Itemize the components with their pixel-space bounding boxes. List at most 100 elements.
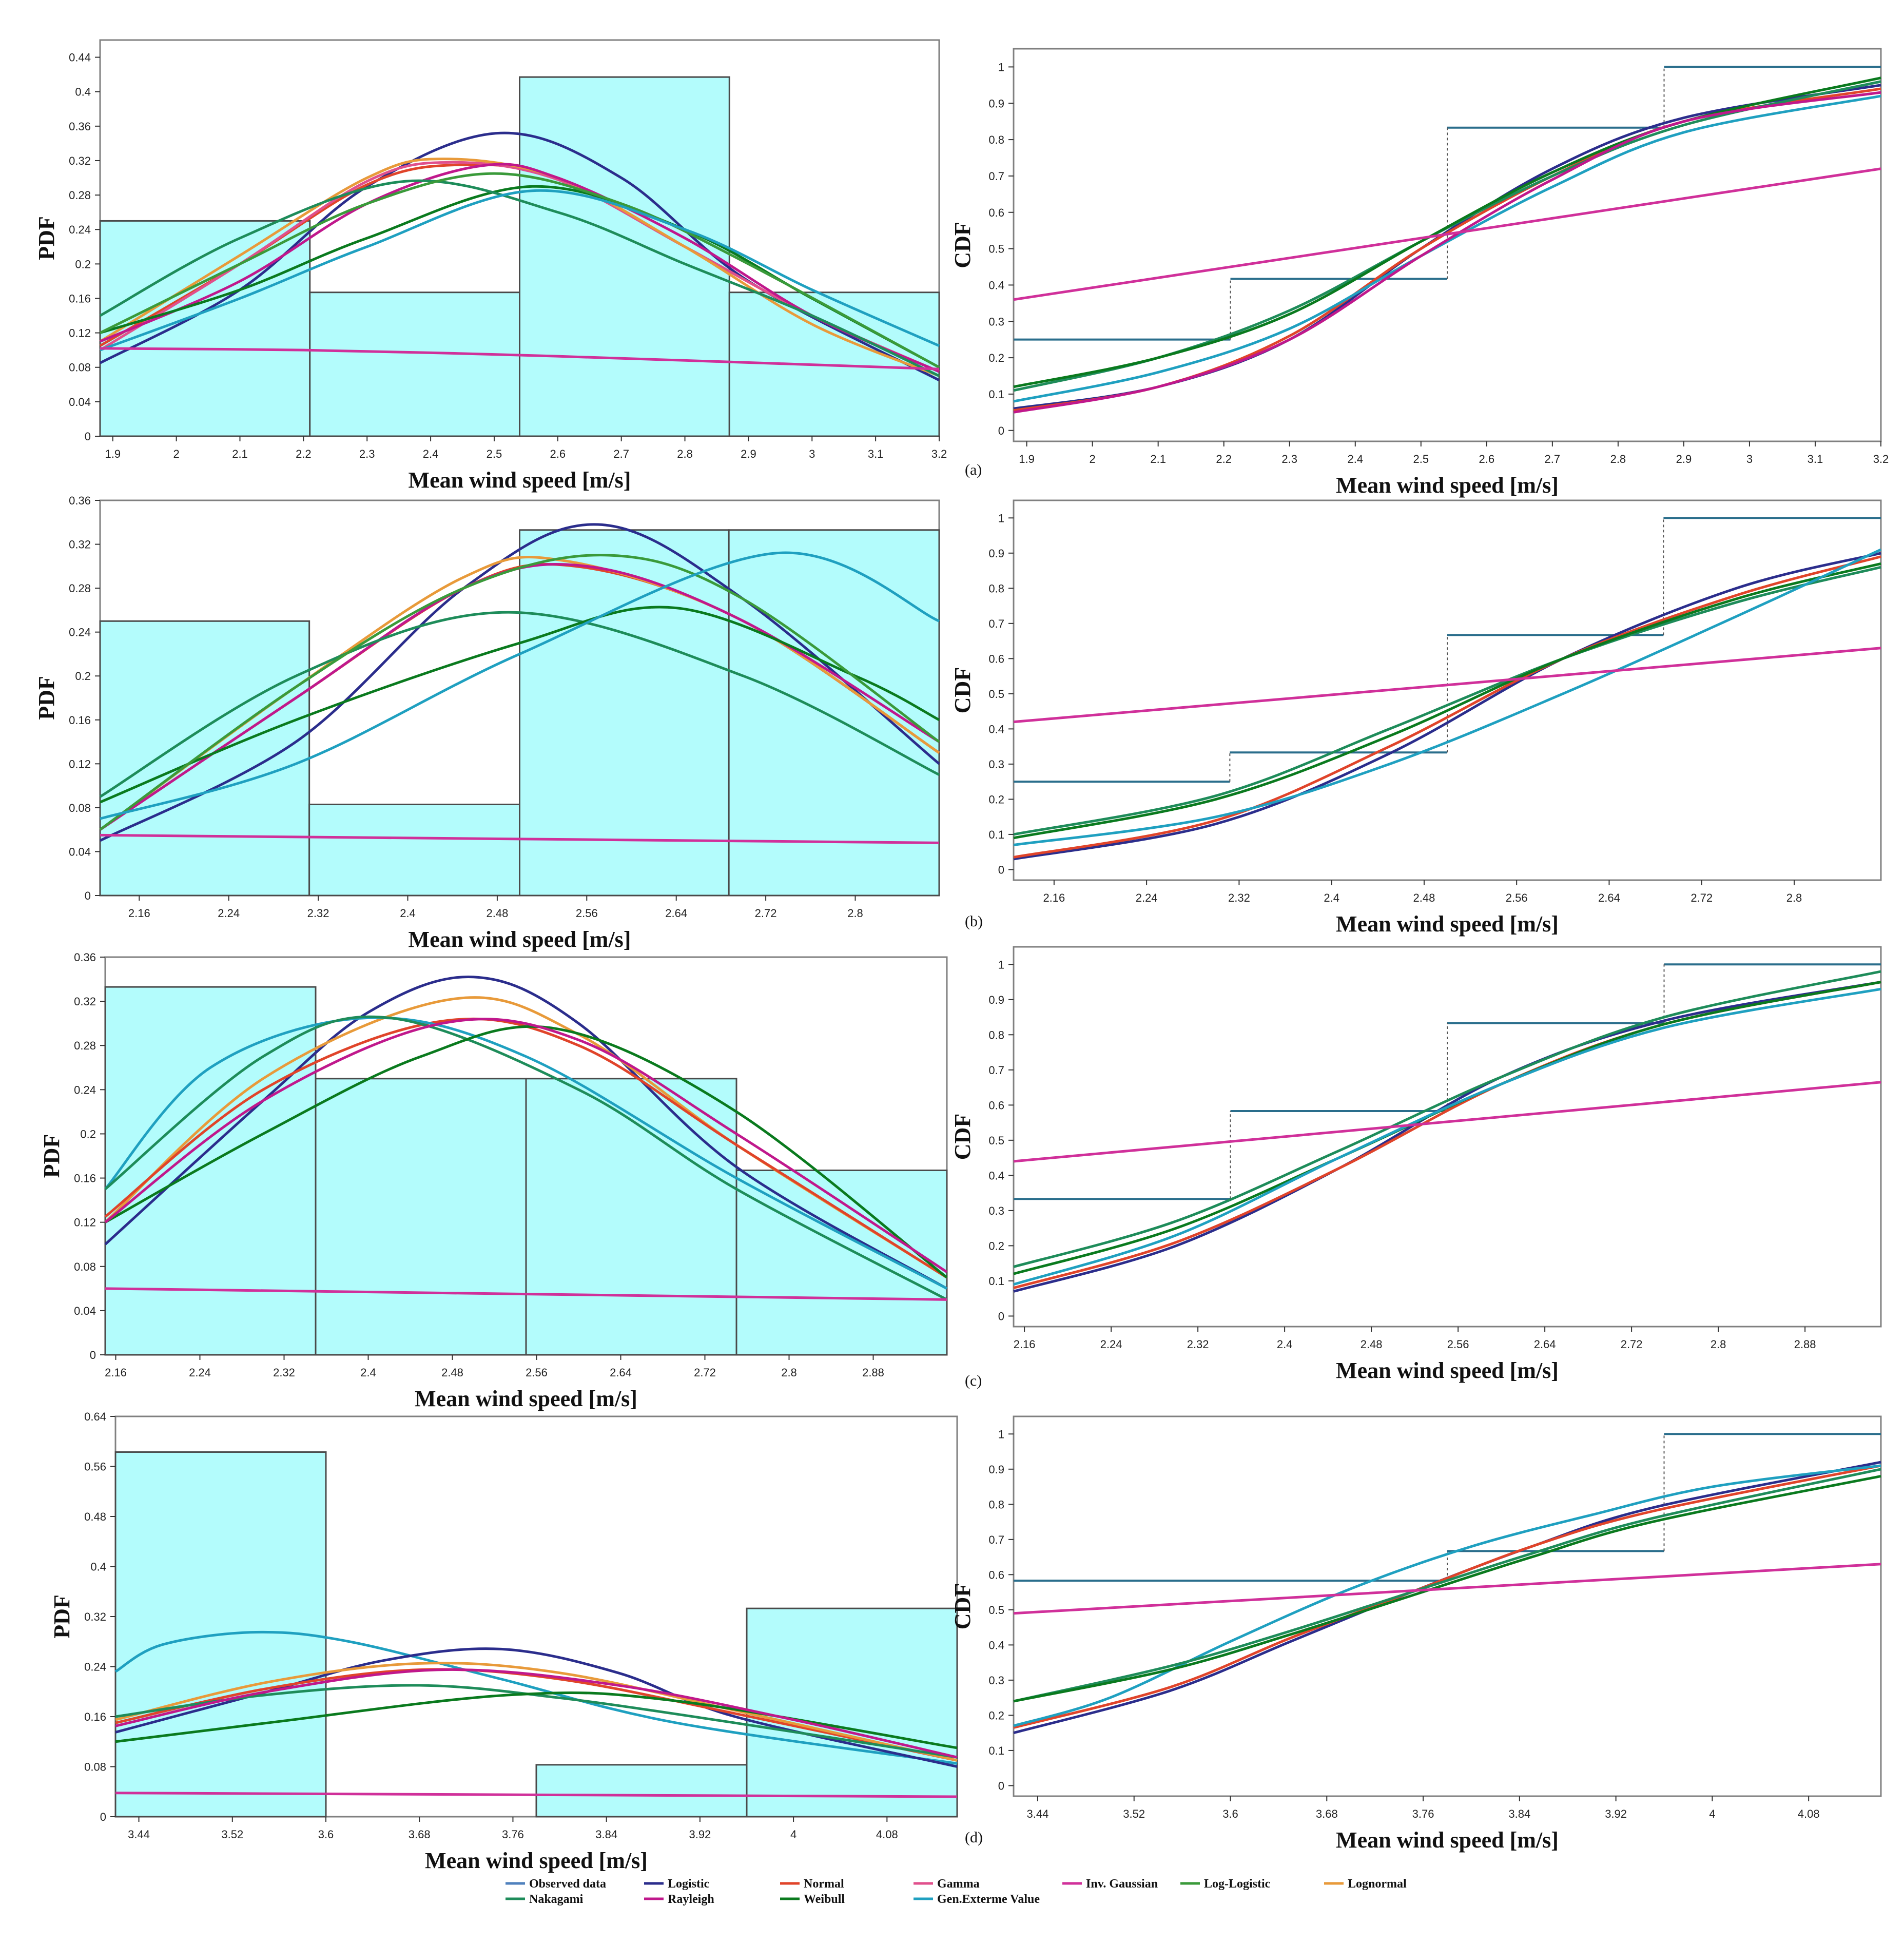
series-inv-gaussian: [115, 1792, 958, 1798]
x-tick-label: 2.8: [1786, 891, 1802, 904]
series-log-logistic: [99, 554, 940, 831]
y-tick-label: 0.24: [84, 1661, 106, 1674]
y-tick-label: 0.2: [988, 352, 1004, 364]
y-tick-label: 0.1: [988, 1275, 1004, 1288]
x-tick-label: 2.7: [613, 448, 629, 460]
x-tick-label: 1.9: [105, 448, 121, 460]
y-tick-label: 0.6: [988, 1099, 1004, 1112]
y-tick-label: 0.3: [988, 1674, 1004, 1687]
y-tick-label: 0.16: [84, 1710, 106, 1723]
series-logistic: [99, 523, 940, 842]
x-tick-label: 2.5: [487, 448, 502, 460]
x-tick-label: 2.8: [677, 448, 693, 460]
series-lognormal: [115, 1662, 958, 1762]
histogram-bar: [519, 76, 730, 437]
chart-d-cdf: 3.44 3.52 3.6 3.68 3.76 3.84 3.92 4 4.08 0 0.1 0.2 0…: [950, 1415, 1882, 1853]
y-tick-label: 0.7: [988, 617, 1004, 630]
x-tick-label: 3.76: [502, 1828, 524, 1841]
y-tick-label: 0.08: [69, 802, 91, 814]
histogram-bar: [735, 1169, 948, 1356]
y-tick-label: 0.12: [69, 757, 91, 770]
x-tick-label: 2.72: [694, 1366, 716, 1379]
series-rayleigh: [115, 1668, 958, 1759]
x-tick-label: 3.1: [868, 448, 884, 460]
histogram-bar: [519, 529, 730, 897]
y-tick-label: 0.7: [988, 1064, 1004, 1077]
series-gen-exterme-value: [114, 1630, 958, 1765]
x-tick-label: 2.56: [576, 907, 598, 920]
y-tick-label: 0: [998, 863, 1004, 876]
y-tick-label: 0.5: [988, 243, 1004, 256]
observed-step-riser: [1230, 964, 1665, 1199]
y-tick-label: 1: [998, 958, 1004, 971]
x-tick-label: 2.7: [1545, 453, 1561, 465]
x-axis-title: Mean wind speed [m/s]: [1336, 1358, 1559, 1383]
y-tick-label: 0.7: [988, 170, 1004, 183]
y-tick-label: 0.1: [988, 1744, 1004, 1757]
y-axis-title: CDF: [950, 222, 975, 268]
x-axis-title: Mean wind speed [m/s]: [1336, 473, 1559, 498]
panel-label: (b): [965, 913, 983, 930]
y-tick-label: 0.08: [69, 361, 91, 374]
x-tick-label: 2.8: [847, 907, 863, 920]
legend-item-log-logistic: Log-Logistic: [1180, 1877, 1271, 1891]
y-tick-label: 0.7: [988, 1533, 1004, 1546]
y-axis-title: CDF: [950, 1583, 975, 1629]
x-tick-label: 2.32: [1187, 1338, 1209, 1351]
x-tick-label: 3.76: [1412, 1807, 1434, 1820]
series-inv-gaussian: [100, 833, 940, 844]
x-tick-label: 2.48: [441, 1366, 463, 1379]
y-tick-label: 0.28: [69, 189, 91, 202]
x-tick-label: 3.84: [1508, 1807, 1530, 1820]
y-tick-label: 0.8: [988, 582, 1004, 595]
x-tick-label: 3: [809, 448, 815, 460]
x-tick-label: 2.4: [423, 448, 439, 460]
x-tick-label: 2: [173, 448, 180, 460]
y-tick-label: 0.24: [74, 1083, 96, 1096]
x-tick-label: 2.64: [665, 907, 687, 920]
y-axis-title: PDF: [49, 1594, 74, 1639]
x-tick-label: 3.6: [1222, 1807, 1238, 1820]
y-axis-title: CDF: [950, 1114, 975, 1160]
x-tick-label: 2.24: [189, 1366, 211, 1379]
y-tick-label: 0.8: [988, 1498, 1004, 1511]
legend-label: Lognormal: [1348, 1877, 1407, 1891]
legend-item-rayleigh: Rayleigh: [644, 1893, 714, 1906]
x-tick-label: 2.4: [400, 907, 416, 920]
series-rayleigh: [104, 1018, 948, 1273]
y-axis-title: PDF: [34, 676, 59, 720]
x-tick-label: 2.16: [105, 1366, 127, 1379]
x-tick-label: 2.64: [1598, 891, 1620, 904]
y-tick-label: 0.9: [988, 97, 1004, 110]
x-tick-label: 3.1: [1808, 453, 1823, 465]
y-tick-label: 1: [998, 61, 1004, 73]
chart-b-pdf: 2.16 2.24 2.32 2.4 2.48 2.56 2.64 2.72 2.8 0 0.04 0…: [34, 494, 940, 952]
x-tick-label: 2.32: [273, 1366, 295, 1379]
x-tick-label: 2.8: [781, 1366, 797, 1379]
y-tick-label: 0.64: [84, 1410, 106, 1423]
x-tick-label: 2.32: [1228, 891, 1250, 904]
series-rayleigh: [100, 163, 940, 373]
y-tick-label: 0.9: [988, 547, 1004, 560]
series-nakagami: [1013, 566, 1881, 836]
x-tick-label: 2.4: [360, 1366, 376, 1379]
x-tick-label: 2.72: [755, 907, 777, 920]
panel-label: (d): [965, 1829, 983, 1846]
chart-c-cdf: 2.16 2.24 2.32 2.4 2.48 2.56 2.64 2.72 2.8 2.88 0 0…: [950, 946, 1882, 1389]
y-tick-label: 0: [100, 1811, 106, 1823]
x-tick-label: 2: [1090, 453, 1096, 465]
x-tick-label: 2.64: [1534, 1338, 1556, 1351]
x-tick-label: 4: [1709, 1807, 1715, 1820]
legend-item-gamma: Gamma: [914, 1877, 980, 1891]
series-weibull: [1013, 562, 1881, 840]
x-tick-label: 3.2: [931, 448, 947, 460]
y-tick-label: 0.6: [988, 1568, 1004, 1581]
y-tick-label: 1: [998, 1428, 1004, 1441]
x-tick-label: 1.9: [1019, 453, 1035, 465]
x-tick-label: 2.9: [741, 448, 756, 460]
chart-c-pdf: 2.16 2.24 2.32 2.4 2.48 2.56 2.64 2.72 2.8 2.88 0 0…: [39, 951, 948, 1411]
panel-label: (c): [965, 1372, 982, 1389]
x-tick-label: 3.68: [409, 1828, 431, 1841]
series-nakagami: [104, 1015, 948, 1301]
chart-b-cdf: 2.16 2.24 2.32 2.4 2.48 2.56 2.64 2.72 2.8 0 0.1 0.…: [950, 499, 1882, 937]
